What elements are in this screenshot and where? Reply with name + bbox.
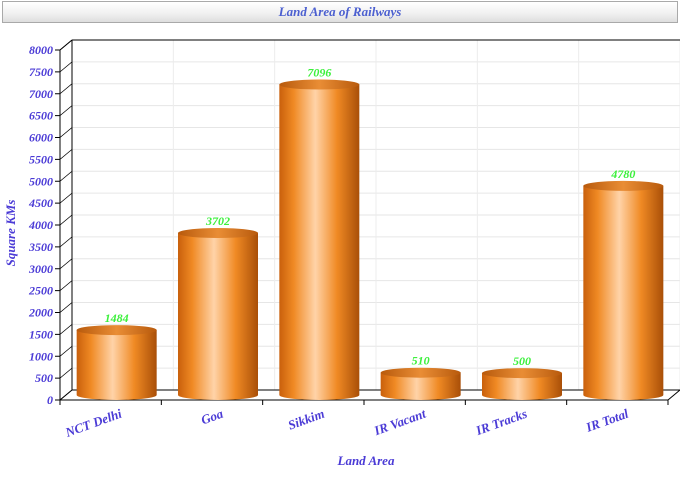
y-tick-depth — [59, 149, 73, 160]
axes — [55, 39, 680, 405]
bar-ir-total — [583, 180, 664, 400]
y-tick-depth — [59, 345, 73, 357]
bar-body — [279, 84, 360, 401]
y-tick-depth — [59, 127, 73, 138]
bar-body — [76, 330, 157, 400]
y-tick-label: 3500 — [28, 240, 53, 254]
y-tick-label: 6000 — [29, 131, 53, 145]
y-tick-depth — [59, 61, 73, 73]
data-label: 3702 — [205, 214, 230, 228]
y-tick-label: 4000 — [28, 218, 53, 232]
y-tick-label: 2500 — [28, 284, 53, 298]
y-tick-depth — [59, 258, 73, 270]
x-tick-label: Sikkim — [286, 406, 326, 433]
y-tick-label: 7500 — [29, 65, 53, 79]
y-tick-depth — [59, 389, 73, 401]
bar-body — [583, 185, 664, 400]
bar-ir-tracks — [482, 368, 562, 400]
y-tick-label: 7000 — [29, 87, 53, 101]
bar-body — [178, 233, 258, 400]
y-tick-label: 1000 — [29, 349, 53, 363]
chart-title: Land Area of Railways — [278, 4, 402, 19]
bar-body — [482, 373, 562, 400]
y-tick-label: 4500 — [28, 196, 53, 210]
y-tick-depth — [59, 367, 73, 379]
y-tick-depth — [59, 236, 73, 248]
chart-title-bar: Land Area of Railways — [2, 1, 678, 23]
x-tick-label: Goa — [199, 406, 226, 428]
y-tick-depth — [59, 214, 73, 226]
bar-top — [482, 368, 562, 379]
y-tick-label: 5000 — [29, 174, 53, 188]
y-tick-depth — [59, 39, 73, 51]
y-tick-depth — [59, 324, 73, 335]
y-tick-label: 8000 — [29, 43, 53, 57]
data-label: 510 — [412, 354, 430, 368]
x-tick-label: IR Total — [583, 406, 631, 436]
y-tick-depth — [59, 170, 73, 182]
x-tick-label: IR Vacant — [371, 406, 428, 439]
data-label: 500 — [513, 354, 531, 368]
bar-body — [380, 372, 461, 400]
data-label: 4780 — [610, 167, 635, 181]
bar-top — [583, 180, 664, 191]
y-tick-label: 6500 — [29, 109, 53, 123]
y-tick-label: 5500 — [29, 152, 53, 166]
y-tick-label: 2000 — [28, 306, 53, 320]
bar-top — [178, 228, 258, 239]
bar-ir-vacant — [380, 367, 461, 400]
y-tick-depth — [59, 105, 73, 116]
bar-nct-delhi — [76, 325, 157, 400]
y-tick-label: 3000 — [28, 262, 53, 276]
x-tick-label: NCT Delhi — [62, 406, 124, 441]
y-tick-depth — [59, 280, 73, 291]
y-tick-label: 0 — [47, 393, 53, 407]
y-tick-label: 500 — [35, 371, 53, 385]
data-label: 1484 — [105, 311, 129, 325]
bar-top — [76, 325, 157, 336]
bar-top — [279, 79, 360, 90]
y-axis-title: Square KMs — [3, 200, 18, 267]
y-tick-depth — [59, 83, 73, 95]
y-tick-depth — [59, 302, 73, 313]
bar-goa — [178, 228, 258, 400]
bar-sikkim — [279, 79, 360, 401]
x-axis-title: Land Area — [337, 453, 395, 468]
floor-right-edge — [667, 389, 680, 401]
x-tick-label: IR Tracks — [473, 406, 529, 439]
bar-top — [380, 367, 461, 378]
bars — [76, 79, 664, 401]
data-label: 7096 — [307, 66, 331, 80]
y-tick-depth — [59, 192, 73, 204]
y-tick-label: 1500 — [29, 327, 53, 341]
